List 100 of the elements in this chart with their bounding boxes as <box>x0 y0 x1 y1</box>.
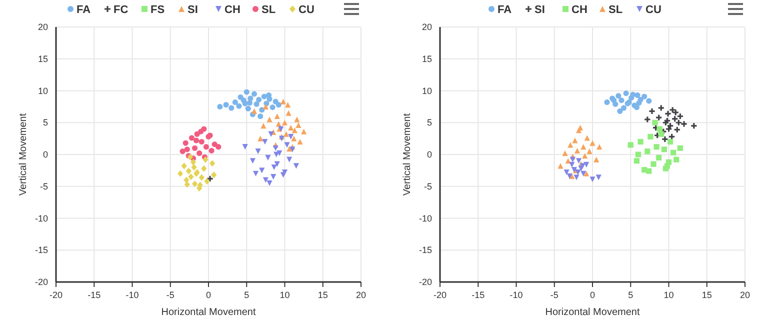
x-tick-label: -10 <box>510 290 523 300</box>
legend-label: FA <box>76 4 91 16</box>
point <box>201 165 207 172</box>
x-axis-title: Horizontal Movement <box>545 307 640 318</box>
point <box>646 168 652 174</box>
point <box>186 168 192 174</box>
point <box>259 107 265 113</box>
point <box>630 92 636 98</box>
point <box>194 138 200 144</box>
point <box>296 122 302 128</box>
point <box>217 104 223 110</box>
point <box>291 136 297 142</box>
y-tick-label: 5 <box>426 118 432 128</box>
point <box>274 113 280 120</box>
point <box>242 100 248 106</box>
x-tick-label: 0 <box>206 290 212 300</box>
x-tick-label: 15 <box>702 290 712 300</box>
point <box>634 92 640 98</box>
point <box>661 136 669 143</box>
point <box>635 152 642 158</box>
legend-label: CH <box>572 4 588 16</box>
point <box>636 100 642 106</box>
point <box>634 104 640 110</box>
point <box>584 162 590 168</box>
y-tick-label: -15 <box>418 245 432 256</box>
point <box>208 148 214 154</box>
point <box>181 162 187 170</box>
point <box>580 144 586 150</box>
y-tick-label: 5 <box>42 118 48 128</box>
point <box>282 120 288 126</box>
point <box>572 138 578 144</box>
y-tick-label: -5 <box>424 181 432 192</box>
y-tick-label: 15 <box>38 54 48 64</box>
point <box>256 96 262 102</box>
point <box>582 152 588 159</box>
point <box>294 116 300 122</box>
point <box>596 174 602 180</box>
point <box>623 90 629 96</box>
point <box>662 166 668 172</box>
point <box>575 170 581 176</box>
point <box>620 105 627 111</box>
point <box>584 170 590 176</box>
y-axis-title: Vertical Movement <box>402 113 413 196</box>
x-tick-label: -20 <box>433 290 447 300</box>
point <box>301 128 307 134</box>
point <box>266 180 272 186</box>
point <box>658 104 665 112</box>
point <box>232 99 238 106</box>
point <box>198 138 204 145</box>
point <box>604 99 610 106</box>
x-tick-label: 10 <box>664 290 674 300</box>
legend-label: CH <box>224 4 240 16</box>
point <box>617 108 623 114</box>
point <box>574 148 580 154</box>
point <box>668 106 676 114</box>
point <box>203 144 210 150</box>
point <box>266 116 272 122</box>
y-tick-label: -15 <box>34 245 48 256</box>
point <box>258 136 264 142</box>
point <box>654 144 660 150</box>
x-tick-label: 5 <box>628 290 634 300</box>
point <box>177 170 184 177</box>
point <box>228 105 234 111</box>
point <box>286 146 292 152</box>
point <box>690 122 698 130</box>
point <box>564 170 570 176</box>
point <box>251 91 258 97</box>
point <box>634 158 640 164</box>
point <box>638 138 644 145</box>
point <box>204 178 210 185</box>
point <box>650 161 656 167</box>
point <box>664 110 672 118</box>
point <box>628 142 634 148</box>
point <box>244 89 250 95</box>
legend-label: SI <box>188 4 198 16</box>
point <box>670 150 676 156</box>
x-tick-label: 20 <box>356 290 366 300</box>
point <box>254 101 260 107</box>
point <box>210 160 216 167</box>
point <box>646 98 652 104</box>
point <box>288 124 294 131</box>
point <box>196 150 202 156</box>
legend-label: CU <box>646 4 662 16</box>
point <box>666 159 672 165</box>
point <box>255 148 261 154</box>
point <box>558 163 564 169</box>
point <box>288 134 294 140</box>
point <box>184 146 190 152</box>
point <box>182 140 188 146</box>
point <box>590 140 596 146</box>
point <box>202 156 208 163</box>
point <box>671 115 678 122</box>
point <box>262 177 268 183</box>
point <box>616 93 622 99</box>
point <box>618 98 624 104</box>
legend-label: FA <box>498 4 512 16</box>
point <box>236 103 242 109</box>
x-tick-label: -15 <box>88 290 101 300</box>
point <box>188 135 195 141</box>
point <box>578 124 584 131</box>
